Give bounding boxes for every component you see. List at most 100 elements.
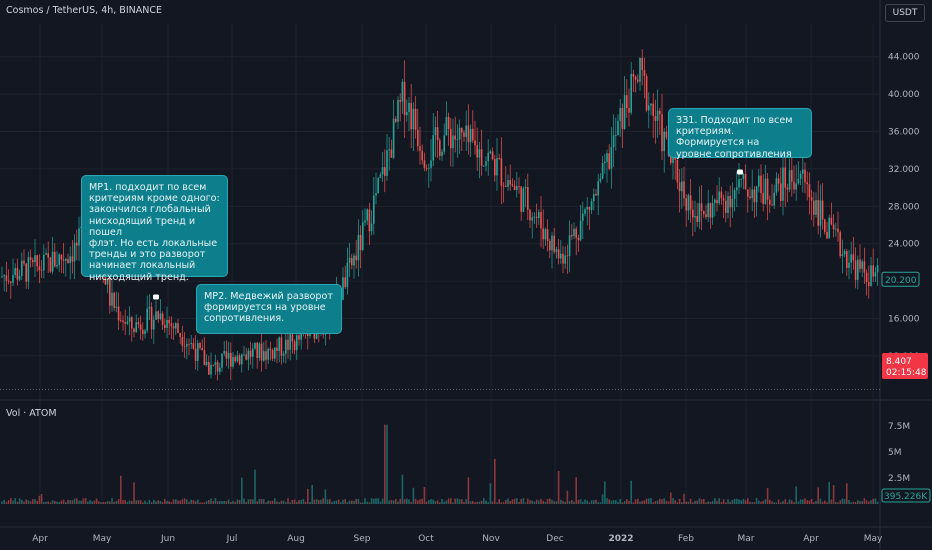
volume-bar (159, 500, 162, 504)
volume-bar (777, 499, 780, 504)
volume-bar (533, 501, 536, 504)
volume-bar (722, 499, 725, 504)
candle-body (54, 251, 56, 267)
volume-bar (557, 470, 560, 504)
candle-body (230, 352, 232, 367)
volume-bar (744, 500, 747, 504)
volume-bar (683, 493, 685, 504)
volume-bar (111, 498, 113, 504)
volume-bar (122, 499, 124, 504)
candle-body (67, 259, 69, 264)
candle-body (590, 201, 593, 210)
candle-body (168, 319, 170, 324)
volume-bar (810, 498, 813, 504)
candle-body (628, 108, 630, 113)
time-axis-label: Feb (678, 534, 694, 544)
candle-body (359, 234, 362, 250)
candle-body (795, 183, 797, 190)
candle-body (443, 135, 445, 152)
candle-body (722, 198, 725, 201)
candle-body (632, 73, 635, 77)
volume-bar (736, 498, 738, 504)
candle-body (766, 178, 769, 200)
volume-bar (214, 498, 217, 504)
candle-body (469, 128, 472, 143)
candle-body (872, 265, 874, 277)
volume-bar (227, 499, 230, 504)
candle-body (126, 321, 129, 324)
volume-bar (62, 499, 65, 504)
volume-bar (392, 500, 395, 504)
candle-body (472, 128, 474, 141)
volume-bar (326, 499, 329, 504)
volume-bar (403, 499, 406, 504)
volume-bar (577, 499, 580, 504)
volume-bar (390, 499, 393, 504)
candle-body (236, 355, 239, 362)
candle-body (542, 228, 544, 240)
volume-bar (241, 477, 243, 504)
candle-body (694, 215, 696, 218)
candle-body (133, 328, 135, 333)
candle-body (428, 167, 430, 169)
volume-bar (476, 501, 478, 504)
candle-body (188, 343, 190, 345)
candle-body (373, 195, 375, 224)
volume-bar (474, 502, 476, 504)
candle-body (139, 324, 142, 330)
candle-body (859, 259, 861, 269)
volume-bar (302, 498, 305, 504)
volume-bar (155, 501, 157, 504)
volume-bar (593, 500, 595, 504)
candle-body (344, 277, 346, 288)
candle-body (241, 354, 243, 365)
candle-body (208, 362, 210, 375)
volume-bar (21, 499, 23, 504)
candle-body (267, 348, 269, 360)
candle-body (832, 224, 835, 230)
volume-bar (161, 502, 164, 504)
candle-body (560, 253, 562, 259)
candle-body (821, 200, 824, 220)
volume-bar (166, 500, 168, 504)
candle-body (485, 161, 487, 166)
volume-bar (511, 499, 514, 504)
candle-body (654, 116, 657, 121)
volume-bar (667, 501, 670, 504)
volume-bar (786, 502, 789, 504)
candle-body (381, 167, 384, 175)
volume-bar (93, 500, 96, 504)
volume-bar (177, 500, 179, 504)
currency-button[interactable]: USDT (885, 4, 925, 22)
candle-body (49, 257, 52, 272)
volume-bar (395, 498, 397, 504)
volume-bar (599, 502, 602, 504)
annotation-mp1[interactable]: МР1. подходит по всем критериям кроме од… (81, 175, 228, 283)
volume-bar (210, 498, 212, 504)
annotation-mp2[interactable]: МР2. Медвежий разворот формируется на ур… (196, 284, 342, 334)
volume-bar (494, 458, 496, 504)
candle-body (432, 135, 434, 161)
volume-bar (782, 500, 784, 504)
volume-bar (133, 482, 135, 504)
volume-bar (478, 501, 481, 504)
candle-body (606, 153, 608, 162)
candle-body (696, 215, 698, 222)
candle-body (65, 259, 67, 261)
annotation-zz1[interactable]: ЗЗ1. Подходит по всем критериям. Формиру… (668, 108, 812, 160)
volume-bar (850, 502, 852, 504)
candle-body (197, 342, 199, 361)
volume-bar (287, 498, 289, 504)
candle-body (153, 319, 155, 330)
candle-body (665, 131, 668, 138)
candle-body (192, 343, 195, 349)
candle-body (221, 353, 223, 368)
candle-body (656, 110, 659, 121)
volume-bar (285, 502, 287, 504)
volume-bar (788, 499, 791, 504)
time-axis-label: Sep (354, 534, 371, 544)
candle-body (645, 75, 648, 111)
candle-body (227, 352, 230, 359)
candle-body (456, 139, 459, 141)
